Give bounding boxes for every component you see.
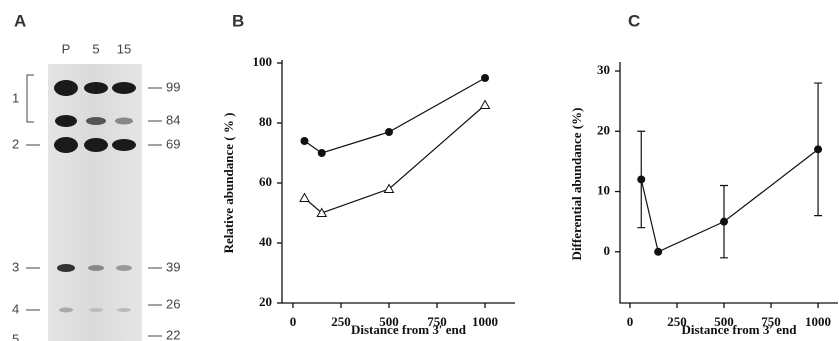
lane-label: P (62, 41, 71, 56)
size-label: 26 (166, 296, 180, 311)
x-tick-label: 1000 (472, 314, 498, 329)
x-axis-label: Distance from 3′ end (351, 322, 467, 337)
y-tick-label: 30 (597, 62, 610, 77)
size-label: 22 (166, 327, 180, 341)
lane-label: 5 (92, 41, 99, 56)
panel-label: C (628, 11, 640, 30)
marker (637, 175, 645, 183)
marker (300, 137, 308, 145)
marker (385, 128, 393, 136)
series-line (304, 105, 485, 213)
fragment-label: 1 (12, 90, 19, 105)
series-line (641, 149, 818, 251)
panel-label: A (14, 11, 26, 30)
series-line (304, 78, 485, 153)
fragment-label: 5 (12, 331, 19, 341)
marker (720, 218, 728, 226)
fragment-label: 2 (12, 136, 19, 151)
x-tick-label: 0 (290, 314, 297, 329)
size-label: 69 (166, 136, 180, 151)
axes (282, 60, 515, 303)
x-tick-label: 0 (627, 314, 634, 329)
panel-a: A P 5 15 99 84 69 39 26 22 1 2 3 4 5 (12, 11, 180, 341)
size-label: 99 (166, 79, 180, 94)
panel-label: B (232, 11, 244, 30)
marker (300, 194, 309, 202)
y-tick-label: 20 (597, 122, 610, 137)
y-tick-label: 60 (259, 174, 272, 189)
marker (814, 145, 822, 153)
fragment-label: 3 (12, 259, 19, 274)
figure: A P51599846939262212345 B025050075010002… (0, 0, 839, 341)
y-tick-label: 80 (259, 114, 272, 129)
y-tick-label: 0 (604, 243, 611, 258)
gel (48, 64, 142, 341)
x-tick-label: 250 (331, 314, 351, 329)
y-tick-label: 40 (259, 234, 272, 249)
x-tick-label: 1000 (805, 314, 831, 329)
y-tick-label: 100 (253, 54, 273, 69)
y-tick-label: 20 (259, 294, 272, 309)
lane-label: 15 (117, 41, 131, 56)
y-axis-label: Differential abundance (%) (569, 108, 584, 261)
x-axis-label: Distance from 3′ end (682, 322, 798, 337)
size-label: 84 (166, 112, 180, 127)
marker (654, 248, 662, 256)
marker (481, 74, 489, 82)
size-label: 39 (166, 259, 180, 274)
y-axis-label: Relative abundance ( % ) (221, 113, 236, 254)
fragment-label: 4 (12, 301, 19, 316)
marker (481, 101, 490, 109)
marker (318, 149, 326, 157)
y-tick-label: 10 (597, 183, 610, 198)
axes (620, 62, 838, 303)
